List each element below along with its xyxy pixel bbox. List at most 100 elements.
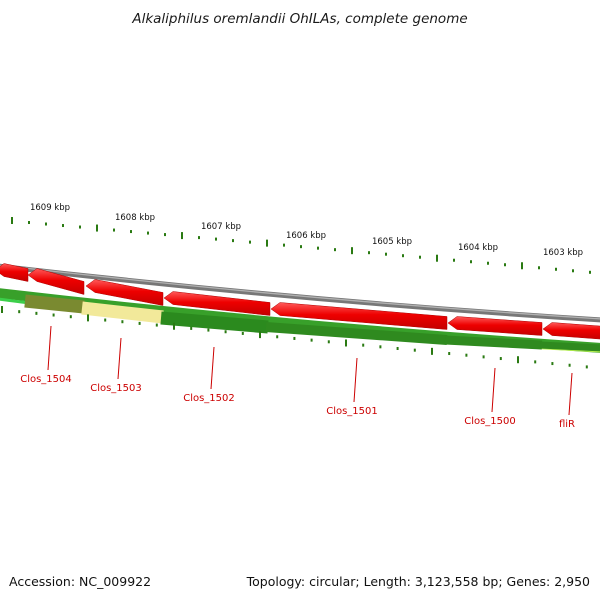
upper-tick <box>504 263 506 267</box>
gc-band <box>0 288 600 353</box>
upper-tick <box>266 239 268 247</box>
gene-label: Clos_1504 <box>20 374 72 385</box>
lower-tick <box>568 363 571 367</box>
upper-tick <box>28 221 30 225</box>
upper-tick <box>589 270 591 274</box>
cds-arrow-6 <box>447 316 543 336</box>
upper-tick <box>198 236 200 240</box>
lower-tick <box>173 322 175 330</box>
lower-tick <box>276 335 279 339</box>
upper-tick <box>113 228 115 232</box>
lower-tick <box>104 318 107 322</box>
upper-tick <box>45 222 47 226</box>
upper-tick <box>130 230 132 234</box>
gene-leader-line <box>210 346 215 390</box>
lower-tick <box>448 352 451 356</box>
lower-tick <box>259 331 261 339</box>
kbp-label: 1605 kbp <box>372 237 412 247</box>
kbp-label: 1606 kbp <box>286 231 326 241</box>
kbp-label: 1607 kbp <box>201 222 241 232</box>
upper-tick <box>368 251 370 255</box>
kbp-label: 1608 kbp <box>115 213 155 223</box>
lower-tick <box>69 315 72 319</box>
lower-tick <box>534 360 537 364</box>
lower-tick <box>207 328 210 332</box>
cds-arrow-5 <box>270 302 448 330</box>
lower-tick <box>396 346 399 350</box>
lower-tick <box>482 355 485 359</box>
kbp-label: 1609 kbp <box>30 203 70 213</box>
upper-tick <box>79 225 81 229</box>
lower-tick <box>499 357 502 361</box>
upper-tick <box>334 248 336 252</box>
kbp-label: 1604 kbp <box>458 243 498 253</box>
lower-tick <box>465 353 468 357</box>
lower-tick <box>517 356 519 364</box>
gene-leader-line <box>47 325 52 371</box>
upper-tick <box>436 254 438 262</box>
upper-tick <box>385 252 387 256</box>
lower-tick <box>121 320 124 324</box>
cds-arrow-4 <box>163 291 271 316</box>
cds-arrow-2 <box>27 268 85 295</box>
lower-tick <box>52 313 55 317</box>
upper-tick <box>300 245 302 249</box>
upper-tick <box>317 246 319 250</box>
accession-text: Accession: NC_009922 <box>9 574 151 589</box>
upper-tick <box>283 243 285 247</box>
lower-tick <box>18 310 21 314</box>
upper-tick <box>419 255 421 259</box>
lower-tick <box>327 340 330 344</box>
upper-tick <box>538 266 540 270</box>
gene-label: Clos_1501 <box>326 406 378 417</box>
lower-tick <box>310 338 313 342</box>
upper-tick <box>572 269 574 273</box>
upper-tick <box>453 258 455 262</box>
lower-tick <box>345 339 347 347</box>
upper-tick <box>249 240 251 244</box>
lower-tick <box>551 362 554 366</box>
gene-label: Clos_1502 <box>183 393 235 404</box>
lower-tick <box>224 330 227 334</box>
upper-tick <box>147 231 149 235</box>
cds-arrow-1 <box>0 263 29 282</box>
lower-tick <box>190 326 193 330</box>
cds-arrow-3 <box>85 279 164 306</box>
lower-tick <box>413 348 416 352</box>
gene-leader-line <box>568 372 573 416</box>
upper-tick <box>11 217 13 224</box>
gene-leader-line <box>491 367 496 413</box>
lower-tick <box>87 314 89 322</box>
lower-tick <box>293 336 296 340</box>
upper-tick <box>62 224 64 228</box>
lower-tick <box>379 345 382 349</box>
gene-label: fliR <box>559 419 575 430</box>
upper-tick <box>555 267 557 271</box>
upper-tick <box>181 232 183 240</box>
cds-track <box>0 263 600 340</box>
upper-tick <box>164 233 166 237</box>
backbone <box>0 263 600 323</box>
upper-tick <box>402 254 404 258</box>
cds-arrow-7 <box>542 322 600 340</box>
kbp-ticks: 1609 kbp 1608 kbp 1607 kbp 1606 kbp 1605 kbp… <box>1 203 591 369</box>
lower-tick <box>585 365 588 369</box>
upper-tick <box>351 247 353 255</box>
gene-label: Clos_1500 <box>464 416 516 427</box>
lower-tick <box>241 331 244 335</box>
gene-label: Clos_1503 <box>90 383 142 394</box>
upper-tick <box>215 237 217 241</box>
lower-tick <box>155 323 158 327</box>
lower-tick <box>431 347 433 355</box>
upper-tick <box>521 262 523 270</box>
upper-tick <box>232 239 234 243</box>
upper-tick <box>487 261 489 265</box>
map-title: Alkaliphilus oremlandii OhILAs, complete… <box>131 11 467 27</box>
upper-tick <box>96 224 98 232</box>
lower-tick <box>1 306 3 313</box>
upper-tick <box>470 260 472 264</box>
lower-tick <box>138 321 141 325</box>
lower-tick <box>35 311 38 315</box>
